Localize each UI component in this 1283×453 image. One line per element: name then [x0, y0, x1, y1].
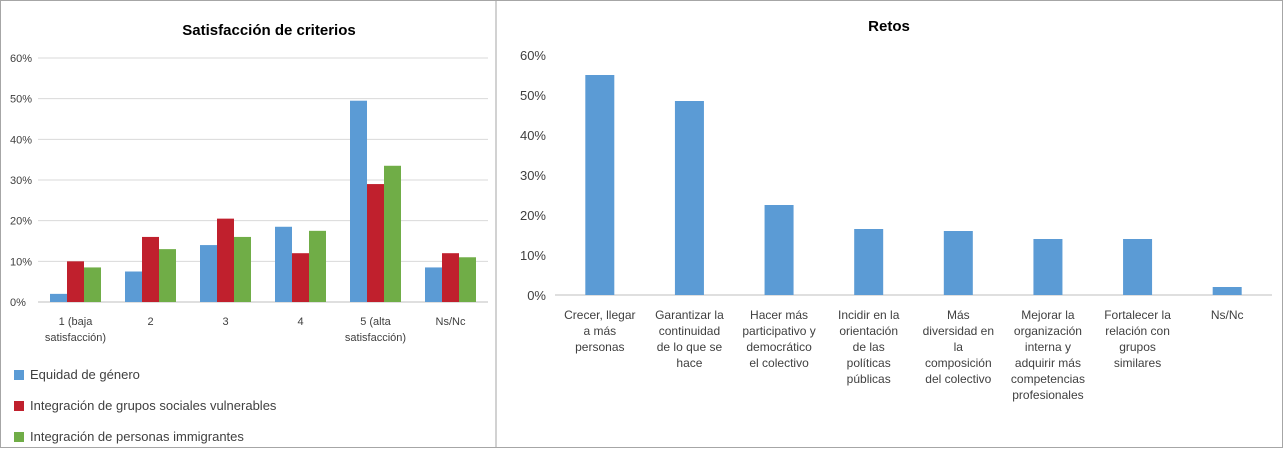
chart1-x-axis: 1 (baja satisfacción) 2 3 4 5 (alta satisfacci…: [45, 316, 466, 344]
chart2-x-axis: Crecer, llegar a más personas Garantizar la…: [564, 308, 1243, 402]
chart1-bar: [217, 218, 234, 302]
chart2-y-tick: 20%: [520, 208, 546, 223]
chart1-legend: Equidad de género Integración de grupos s…: [14, 367, 277, 444]
chart2-y-tick: 0%: [527, 288, 546, 303]
chart1-bar: [50, 293, 67, 302]
chart2-y-tick: 50%: [520, 88, 546, 103]
chart2-x-tick: similares: [1114, 356, 1161, 370]
chart2-x-tick: adquirir más: [1015, 356, 1081, 370]
chart1-bar: [159, 249, 176, 302]
chart1-x-tick: 3: [222, 316, 228, 328]
chart2-x-tick: hace: [676, 356, 702, 370]
chart2-x-tick: la: [954, 340, 964, 354]
chart1-x-tick: satisfacción): [45, 332, 106, 344]
chart2-x-tick: participativo y: [742, 324, 815, 338]
chart1-y-tick: 30%: [10, 175, 32, 187]
chart1-legend-label: Equidad de género: [30, 367, 140, 382]
chart2-x-tick: Más: [947, 308, 970, 322]
chart1-legend-label: Integración de grupos sociales vulnerabl…: [30, 398, 277, 413]
chart2-bar: [854, 229, 884, 295]
chart2-x-tick: orientación: [839, 324, 898, 338]
chart1-bar: [309, 230, 326, 302]
chart1-x-tick: 4: [297, 316, 303, 328]
chart2-x-tick: públicas: [847, 372, 891, 386]
chart2-x-tick: composición: [925, 356, 992, 370]
chart1-title: Satisfacción de criterios: [182, 22, 355, 39]
chart1-legend-label: Integración de personas immigrantes: [30, 429, 244, 444]
chart2-x-tick: diversidad en: [923, 324, 994, 338]
chart2-x-tick: Incidir en la: [838, 308, 900, 322]
chart1-bar: [384, 165, 401, 302]
chart2-x-tick: organización: [1014, 324, 1082, 338]
chart2-x-tick: relación con: [1105, 324, 1170, 338]
chart1-x-tick: Ns/Nc: [436, 316, 466, 328]
chart2-bar: [1123, 239, 1153, 295]
chart1-y-tick: 40%: [10, 134, 32, 146]
chart1-bar: [234, 236, 251, 302]
chart1-y-axis: 0% 10% 20% 30% 40% 50% 60%: [10, 53, 32, 309]
chart1-bar: [67, 261, 84, 302]
chart1-bar: [350, 100, 367, 302]
chart2-y-tick: 30%: [520, 168, 546, 183]
chart2-bar: [1033, 239, 1063, 295]
chart2-x-tick: políticas: [847, 356, 891, 370]
chart1-bar: [292, 253, 309, 302]
chart2-x-tick: de las: [853, 340, 885, 354]
chart1-bar: [84, 267, 101, 302]
chart1-x-tick: 2: [147, 316, 153, 328]
chart2-x-tick: competencias: [1011, 372, 1085, 386]
chart2-bar: [1212, 287, 1242, 295]
chart1-bar: [275, 226, 292, 302]
chart2-bar: [943, 231, 973, 295]
chart1-legend-swatch: [14, 401, 24, 411]
chart2-bar: [764, 205, 794, 295]
chart2-x-tick: del colectivo: [925, 372, 991, 386]
chart2-bars: [585, 75, 1242, 295]
chart2-bar: [585, 75, 615, 295]
chart2-bar: [674, 101, 704, 295]
chart1-bar: [425, 267, 442, 302]
chart2-x-tick: interna y: [1025, 340, 1071, 354]
chart1-bar: [142, 236, 159, 302]
chart2-x-tick: personas: [575, 340, 624, 354]
chart1-bar: [459, 257, 476, 302]
chart2-x-tick: el colectivo: [749, 356, 809, 370]
chart1-bar: [200, 245, 217, 302]
chart1-gridlines: [38, 57, 488, 303]
chart2-y-tick: 40%: [520, 128, 546, 143]
chart2-x-tick: Garantizar la: [655, 308, 724, 322]
chart1-x-tick: 1 (baja: [59, 316, 94, 328]
chart2-x-tick: a más: [583, 324, 616, 338]
chart1-bar: [367, 184, 384, 302]
chart1-bars: [50, 100, 476, 302]
chart2-x-tick: Fortalecer la: [1104, 308, 1171, 322]
chart2-y-tick: 10%: [520, 248, 546, 263]
chart1-x-tick: 5 (alta: [360, 316, 391, 328]
chart1-legend-swatch: [14, 432, 24, 442]
chart1-x-tick: satisfacción): [345, 332, 406, 344]
chart1-y-tick: 10%: [10, 256, 32, 268]
chart2-x-tick: Mejorar la: [1021, 308, 1075, 322]
chart2-y-tick: 60%: [520, 48, 546, 63]
chart2-x-tick: Crecer, llegar: [564, 308, 635, 322]
chart1-bar: [125, 271, 142, 302]
chart1-bar: [442, 253, 459, 302]
chart2-y-axis: 0% 10% 20% 30% 40% 50% 60%: [520, 48, 1272, 303]
chart2-x-tick: grupos: [1119, 340, 1156, 354]
chart1-legend-swatch: [14, 370, 24, 380]
chart1-y-tick: 50%: [10, 94, 32, 106]
chart1-y-tick: 20%: [10, 216, 32, 228]
chart2-x-tick: profesionales: [1012, 388, 1083, 402]
chart2-title: Retos: [868, 18, 910, 35]
chart1-y-tick: 0%: [10, 297, 26, 309]
chart1-y-tick: 60%: [10, 53, 32, 65]
chart2-x-tick: de lo que se: [657, 340, 723, 354]
chart2-x-tick: Ns/Nc: [1211, 308, 1244, 322]
chart2-x-tick: Hacer más: [750, 308, 808, 322]
chart2-x-tick: continuidad: [659, 324, 720, 338]
chart2-x-tick: democrático: [746, 340, 812, 354]
